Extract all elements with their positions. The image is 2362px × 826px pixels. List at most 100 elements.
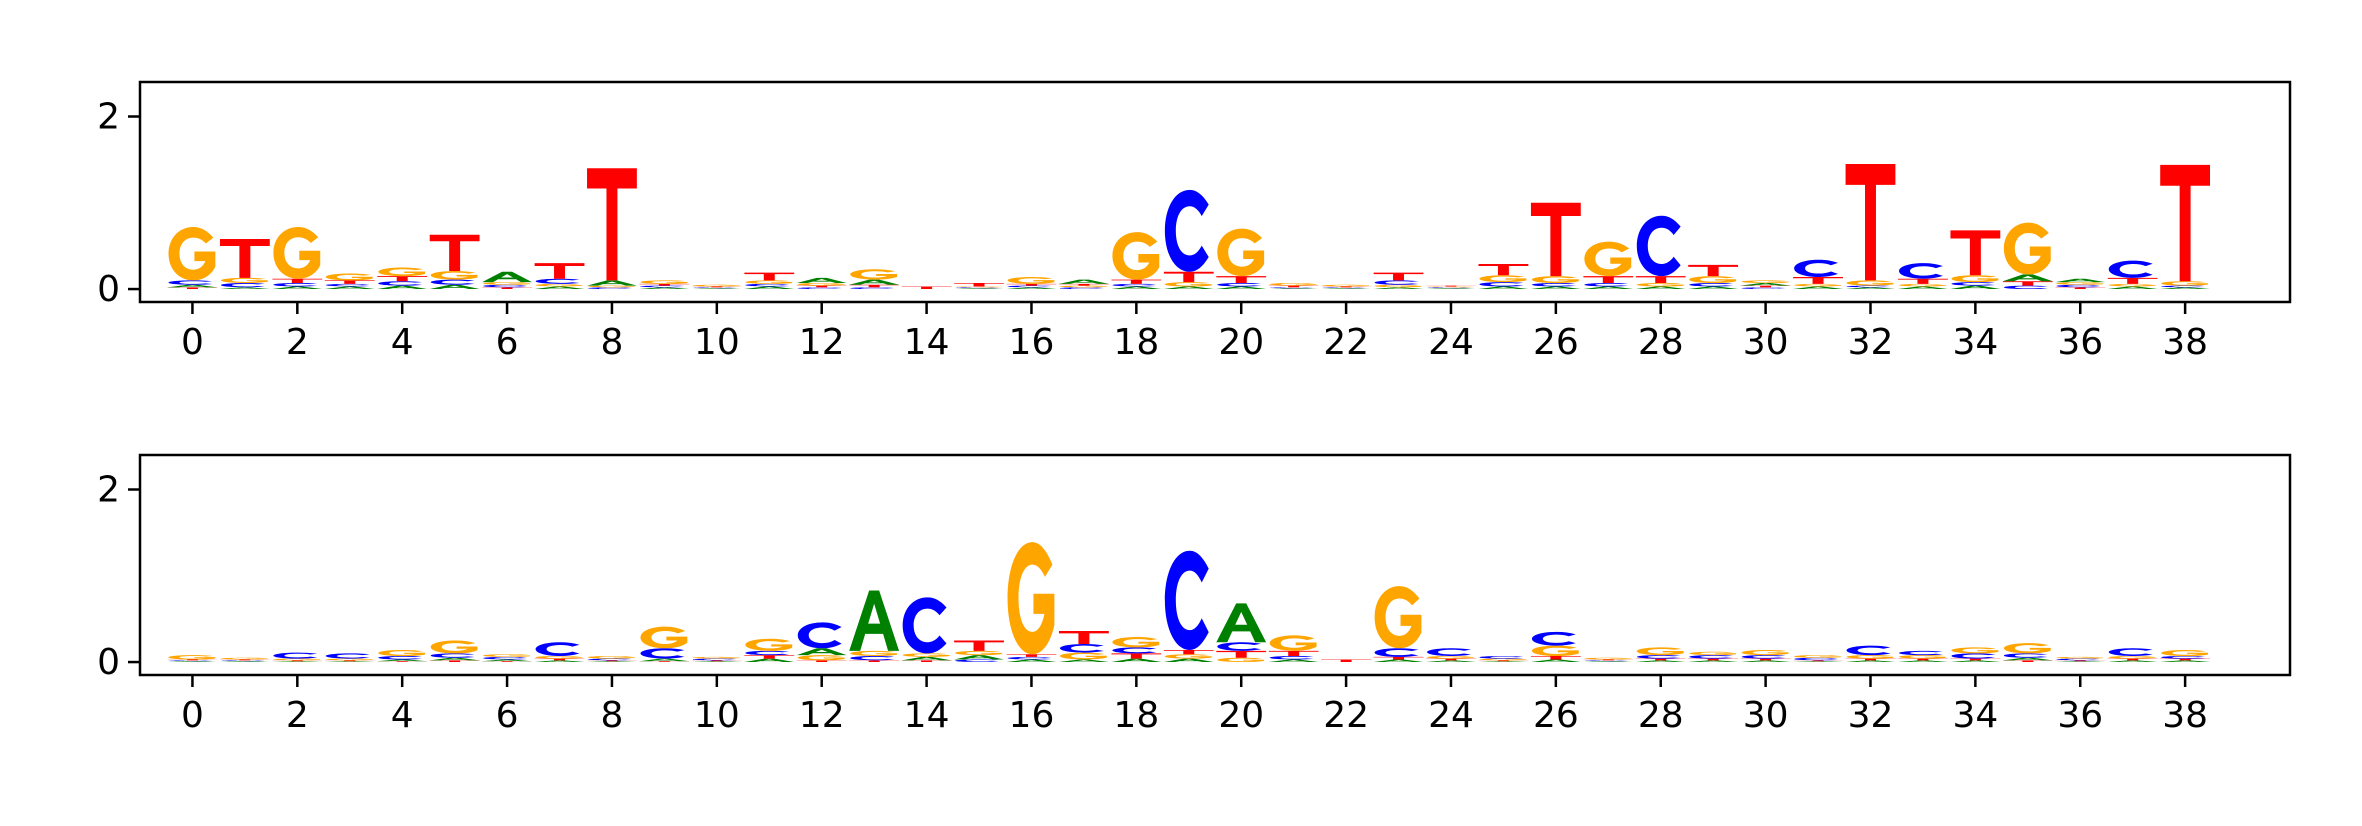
logo-letter-G-pos-24 [1427,286,1474,288]
logo-letter-G-pos-18 [1112,232,1160,280]
logo-letter-G-pos-34 [1951,647,1999,654]
logo-letter-T-pos-2 [272,278,323,284]
logo-letter-C-pos-10 [692,287,737,289]
logo-letter-A-pos-10 [691,288,742,290]
logo-letter-A-pos-16 [1006,659,1057,663]
logo-letter-G-pos-36 [2056,656,2104,659]
x-tick-label: 26 [1533,695,1579,736]
x-tick-label: 10 [694,695,740,736]
logo-letter-T-pos-36 [2055,660,2106,662]
logo-letter-G-pos-17 [1059,652,1107,660]
logo-letter-T-pos-38 [2160,658,2211,661]
logo-letter-G-pos-25 [1479,658,1527,661]
logo-letter-T-pos-34 [1950,658,2001,661]
logo-letter-C-pos-30 [1741,287,1786,290]
logo-letters [167,542,2211,663]
logo-letter-C-pos-27 [1584,283,1629,287]
logo-letter-A-pos-23 [1373,659,1424,663]
logo-letter-A-pos-18 [1111,286,1162,290]
logo-letter-C-pos-32 [1846,285,1891,288]
logo-letter-G-pos-2 [273,658,321,661]
logo-letter-A-pos-2 [272,661,323,663]
logo-letter-G-pos-24 [1427,656,1474,659]
logo-letter-A-pos-17 [1058,659,1109,663]
y-tick-label: 0 [97,269,120,310]
logo-letter-A-pos-19 [1163,286,1214,290]
logo-letter-T-pos-17 [1058,631,1109,644]
logo-letter-C-pos-37 [2108,648,2153,657]
logo-letter-T-pos-35 [2002,660,2053,663]
logo-letter-C-pos-24 [1427,648,1471,657]
logo-letter-T-pos-22 [1321,286,1372,288]
x-tick-label: 4 [391,322,414,363]
logo-letter-A-pos-12 [796,648,847,656]
logo-letter-A-pos-5 [429,284,480,290]
logo-letter-A-pos-38 [2160,287,2211,290]
logo-letter-T-pos-21 [1268,650,1319,657]
y-tick-label: 2 [97,470,120,511]
logo-letter-A-pos-29 [1688,286,1739,290]
logo-letter-G-pos-22 [1322,284,1370,287]
logo-letter-G-pos-37 [2108,283,2156,287]
logo-letter-T-pos-37 [2107,658,2158,661]
x-tick-label: 34 [1952,322,1998,363]
logo-letter-T-pos-18 [1111,653,1162,659]
logo-letter-T-pos-27 [1583,659,1634,661]
logo-letter-A-pos-6 [482,271,532,283]
logo-letter-G-pos-20 [1217,657,1265,663]
logo-letter-C-pos-26 [1531,283,1576,287]
logo-letter-G-pos-30 [1741,649,1789,656]
logo-letter-T-pos-15 [954,283,1004,287]
logo-letter-G-pos-3 [325,658,373,661]
logo-letter-A-pos-12 [796,277,847,284]
logo-letter-A-pos-6 [482,659,532,662]
logo-letter-A-pos-33 [1898,286,1948,290]
x-tick-label: 24 [1428,695,1474,736]
logo-letter-G-pos-26 [1531,276,1579,284]
logo-letter-T-pos-14 [901,660,952,663]
logo-letter-A-pos-26 [1530,286,1581,290]
logo-letter-T-pos-14 [901,286,952,290]
logo-letter-A-pos-20 [1216,286,1267,290]
logo-letter-T-pos-11 [744,272,795,281]
x-tick-label: 0 [181,322,204,363]
logo-letter-G-pos-27 [1584,241,1632,277]
logo-letter-T-pos-11 [744,655,795,659]
logo-letter-A-pos-7 [534,286,585,290]
logo-letter-G-pos-16 [1007,542,1055,655]
logo-letter-A-pos-13 [849,590,900,651]
logo-letter-A-pos-21 [1268,659,1319,663]
logo-letter-C-pos-19 [1164,189,1209,272]
logo-letter-T-pos-35 [2002,281,2053,286]
x-tick-label: 32 [1848,695,1894,736]
logo-letter-A-pos-32 [1845,287,1896,290]
logo-letter-G-pos-28 [1636,283,1684,287]
logo-letter-C-pos-15 [955,659,999,663]
logo-letter-G-pos-33 [1899,283,1946,287]
logo-letter-G-pos-38 [2161,281,2209,286]
logo-letter-A-pos-0 [167,284,218,288]
logo-letter-T-pos-28 [1635,658,1686,661]
y-tick-label: 2 [97,97,120,138]
logo-letter-A-pos-34 [1950,285,2001,290]
x-tick-label: 32 [1848,322,1894,363]
logo-letter-G-pos-23 [1374,586,1422,649]
logo-letter-A-pos-14 [901,656,952,661]
logo-letter-A-pos-11 [744,658,795,663]
logo-letter-A-pos-36 [2055,661,2106,663]
logo-letter-A-pos-25 [1478,661,1529,663]
logo-letter-G-pos-23 [1374,284,1422,288]
logo-letter-T-pos-19 [1163,649,1214,655]
logo-letter-T-pos-7 [534,658,585,661]
logo-letter-A-pos-30 [1740,283,1791,286]
logo-letter-C-pos-1 [220,660,265,662]
logo-letter-C-pos-24 [1427,287,1471,289]
logo-letter-C-pos-27 [1584,660,1629,662]
logo-letter-C-pos-18 [1112,283,1157,287]
logo-letter-G-pos-18 [1112,637,1160,648]
logo-letter-T-pos-9 [639,661,690,663]
logo-letter-C-pos-2 [273,283,318,287]
logo-letter-A-pos-29 [1688,660,1739,663]
